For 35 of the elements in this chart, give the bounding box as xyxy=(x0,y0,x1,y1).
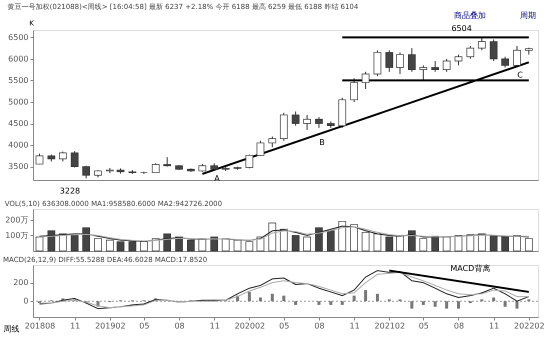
x-tick-label: 202202 xyxy=(514,322,545,330)
x-tick-label: 05 xyxy=(418,322,429,330)
annotation: MACD背离 xyxy=(450,264,490,274)
annotation: C xyxy=(517,70,524,80)
x-tick-label: 202002 xyxy=(234,322,266,330)
y-tick-label: 6000 xyxy=(8,54,28,64)
x-tick-label: 11 xyxy=(210,322,220,330)
x-tick-label: 201902 xyxy=(95,322,126,330)
y-tick-label: 0 xyxy=(23,296,28,306)
y-tick-label: 100万 xyxy=(5,230,28,240)
annotation: A xyxy=(214,174,220,183)
text: 商品叠加 xyxy=(454,11,486,20)
x-tick-label: 11 xyxy=(70,322,80,330)
x-tick-label: 11 xyxy=(350,322,360,330)
x-tick-label: 202102 xyxy=(374,322,406,330)
x-tick-label: 05 xyxy=(139,322,150,330)
annotation: B xyxy=(319,138,325,147)
annotation: 6504 xyxy=(451,24,472,34)
y-tick-label: 6500 xyxy=(8,32,28,42)
x-tick-label: 08 xyxy=(314,322,325,330)
x-tick-label: 08 xyxy=(174,322,185,330)
y-tick-label: 5500 xyxy=(8,76,28,85)
x-tick-label: 08 xyxy=(454,322,464,330)
annotation: 3228 xyxy=(60,186,80,196)
x-tick-label: 11 xyxy=(489,322,500,330)
y-tick-label: 5000 xyxy=(8,97,28,106)
y-tick-label: 200万 xyxy=(5,215,28,224)
text: 周期 xyxy=(520,11,536,20)
y-tick-label: 4000 xyxy=(8,140,28,150)
y-tick-label: 200 xyxy=(13,278,28,288)
x-tick-label: 05 xyxy=(279,322,290,330)
x-tick-label: 201808 xyxy=(24,322,56,330)
y-tick-label: 3500 xyxy=(8,162,28,172)
y-tick-label: 4500 xyxy=(8,119,28,128)
x-axis-title: 周线 xyxy=(4,324,20,334)
